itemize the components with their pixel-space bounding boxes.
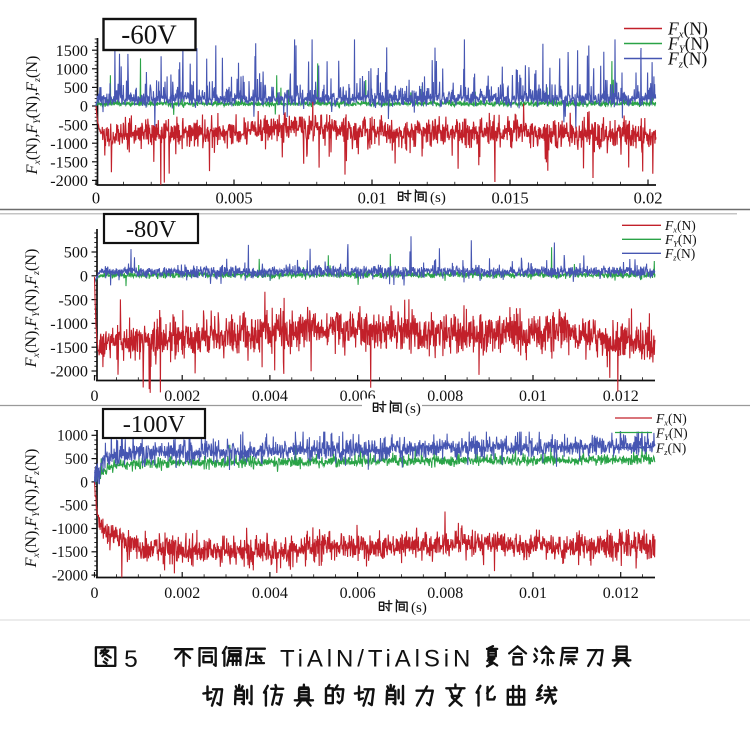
svg-text:500: 500: [64, 244, 88, 262]
svg-text:0.012: 0.012: [603, 585, 639, 602]
svg-text:Fx(N),FY(N),Fz(N): Fx(N),FY(N),Fz(N): [23, 56, 43, 176]
svg-text:0.02: 0.02: [634, 189, 663, 208]
svg-text:-1500: -1500: [50, 339, 88, 357]
svg-text:-2000: -2000: [52, 568, 88, 585]
svg-text:0.002: 0.002: [164, 388, 200, 405]
svg-text:-1500: -1500: [52, 544, 88, 561]
svg-text:-60V: -60V: [121, 20, 177, 50]
svg-text:(s): (s): [430, 190, 446, 206]
svg-text:0.005: 0.005: [215, 189, 252, 208]
svg-text:Fx(N): Fx(N): [655, 411, 687, 427]
svg-text:0.008: 0.008: [427, 388, 463, 405]
svg-text:-2000: -2000: [50, 172, 88, 190]
svg-text:FY(N): FY(N): [664, 232, 697, 248]
svg-text:0.015: 0.015: [491, 189, 528, 208]
svg-text:-1000: -1000: [52, 521, 88, 538]
svg-text:(s): (s): [411, 600, 427, 616]
svg-text:-1000: -1000: [50, 315, 88, 333]
svg-text:-500: -500: [58, 116, 88, 134]
svg-text:Fz(N): Fz(N): [664, 246, 695, 262]
svg-text:0.002: 0.002: [164, 585, 200, 602]
svg-text:Fx(N): Fx(N): [664, 218, 696, 234]
svg-text:0: 0: [91, 585, 99, 602]
svg-text:Fz(N): Fz(N): [667, 49, 707, 71]
svg-text:5: 5: [124, 646, 138, 673]
svg-text:-2000: -2000: [50, 363, 88, 381]
svg-text:500: 500: [65, 451, 89, 468]
svg-text:0: 0: [91, 388, 99, 405]
svg-text:0.01: 0.01: [519, 388, 547, 405]
svg-text:1000: 1000: [57, 428, 88, 445]
svg-text:0: 0: [80, 474, 88, 491]
svg-text:-100V: -100V: [123, 411, 186, 438]
svg-text:0.004: 0.004: [252, 585, 288, 602]
svg-text:0: 0: [80, 268, 88, 286]
svg-text:Fz(N): Fz(N): [655, 441, 686, 457]
svg-text:0.012: 0.012: [603, 388, 639, 405]
svg-text:0.004: 0.004: [252, 388, 288, 405]
svg-text:-1000: -1000: [50, 135, 88, 153]
svg-text:-1500: -1500: [50, 154, 88, 172]
svg-text:0.006: 0.006: [340, 585, 376, 602]
svg-text:FY(N): FY(N): [667, 34, 709, 56]
svg-text:0.01: 0.01: [519, 585, 547, 602]
svg-text:0.01: 0.01: [358, 189, 387, 208]
svg-text:FY(N): FY(N): [655, 426, 688, 442]
svg-text:0: 0: [80, 98, 88, 116]
svg-text:-500: -500: [60, 498, 89, 515]
svg-text:-500: -500: [58, 291, 88, 309]
svg-text:0.008: 0.008: [427, 585, 463, 602]
svg-text:(s): (s): [405, 401, 421, 417]
svg-text:500: 500: [64, 79, 88, 97]
svg-text:0: 0: [92, 189, 100, 208]
svg-text:Fx(N),FY(N),Fz(N): Fx(N),FY(N),Fz(N): [22, 249, 42, 369]
svg-text:TiAlN/TiAlSiN: TiAlN/TiAlSiN: [280, 646, 474, 673]
svg-text:Fx(N): Fx(N): [667, 19, 708, 41]
svg-text:-80V: -80V: [126, 216, 177, 243]
svg-text:Fx(N),FY(N),Fz(N): Fx(N),FY(N),Fz(N): [22, 449, 42, 569]
svg-text:1000: 1000: [56, 61, 88, 79]
svg-text:1500: 1500: [56, 42, 88, 60]
